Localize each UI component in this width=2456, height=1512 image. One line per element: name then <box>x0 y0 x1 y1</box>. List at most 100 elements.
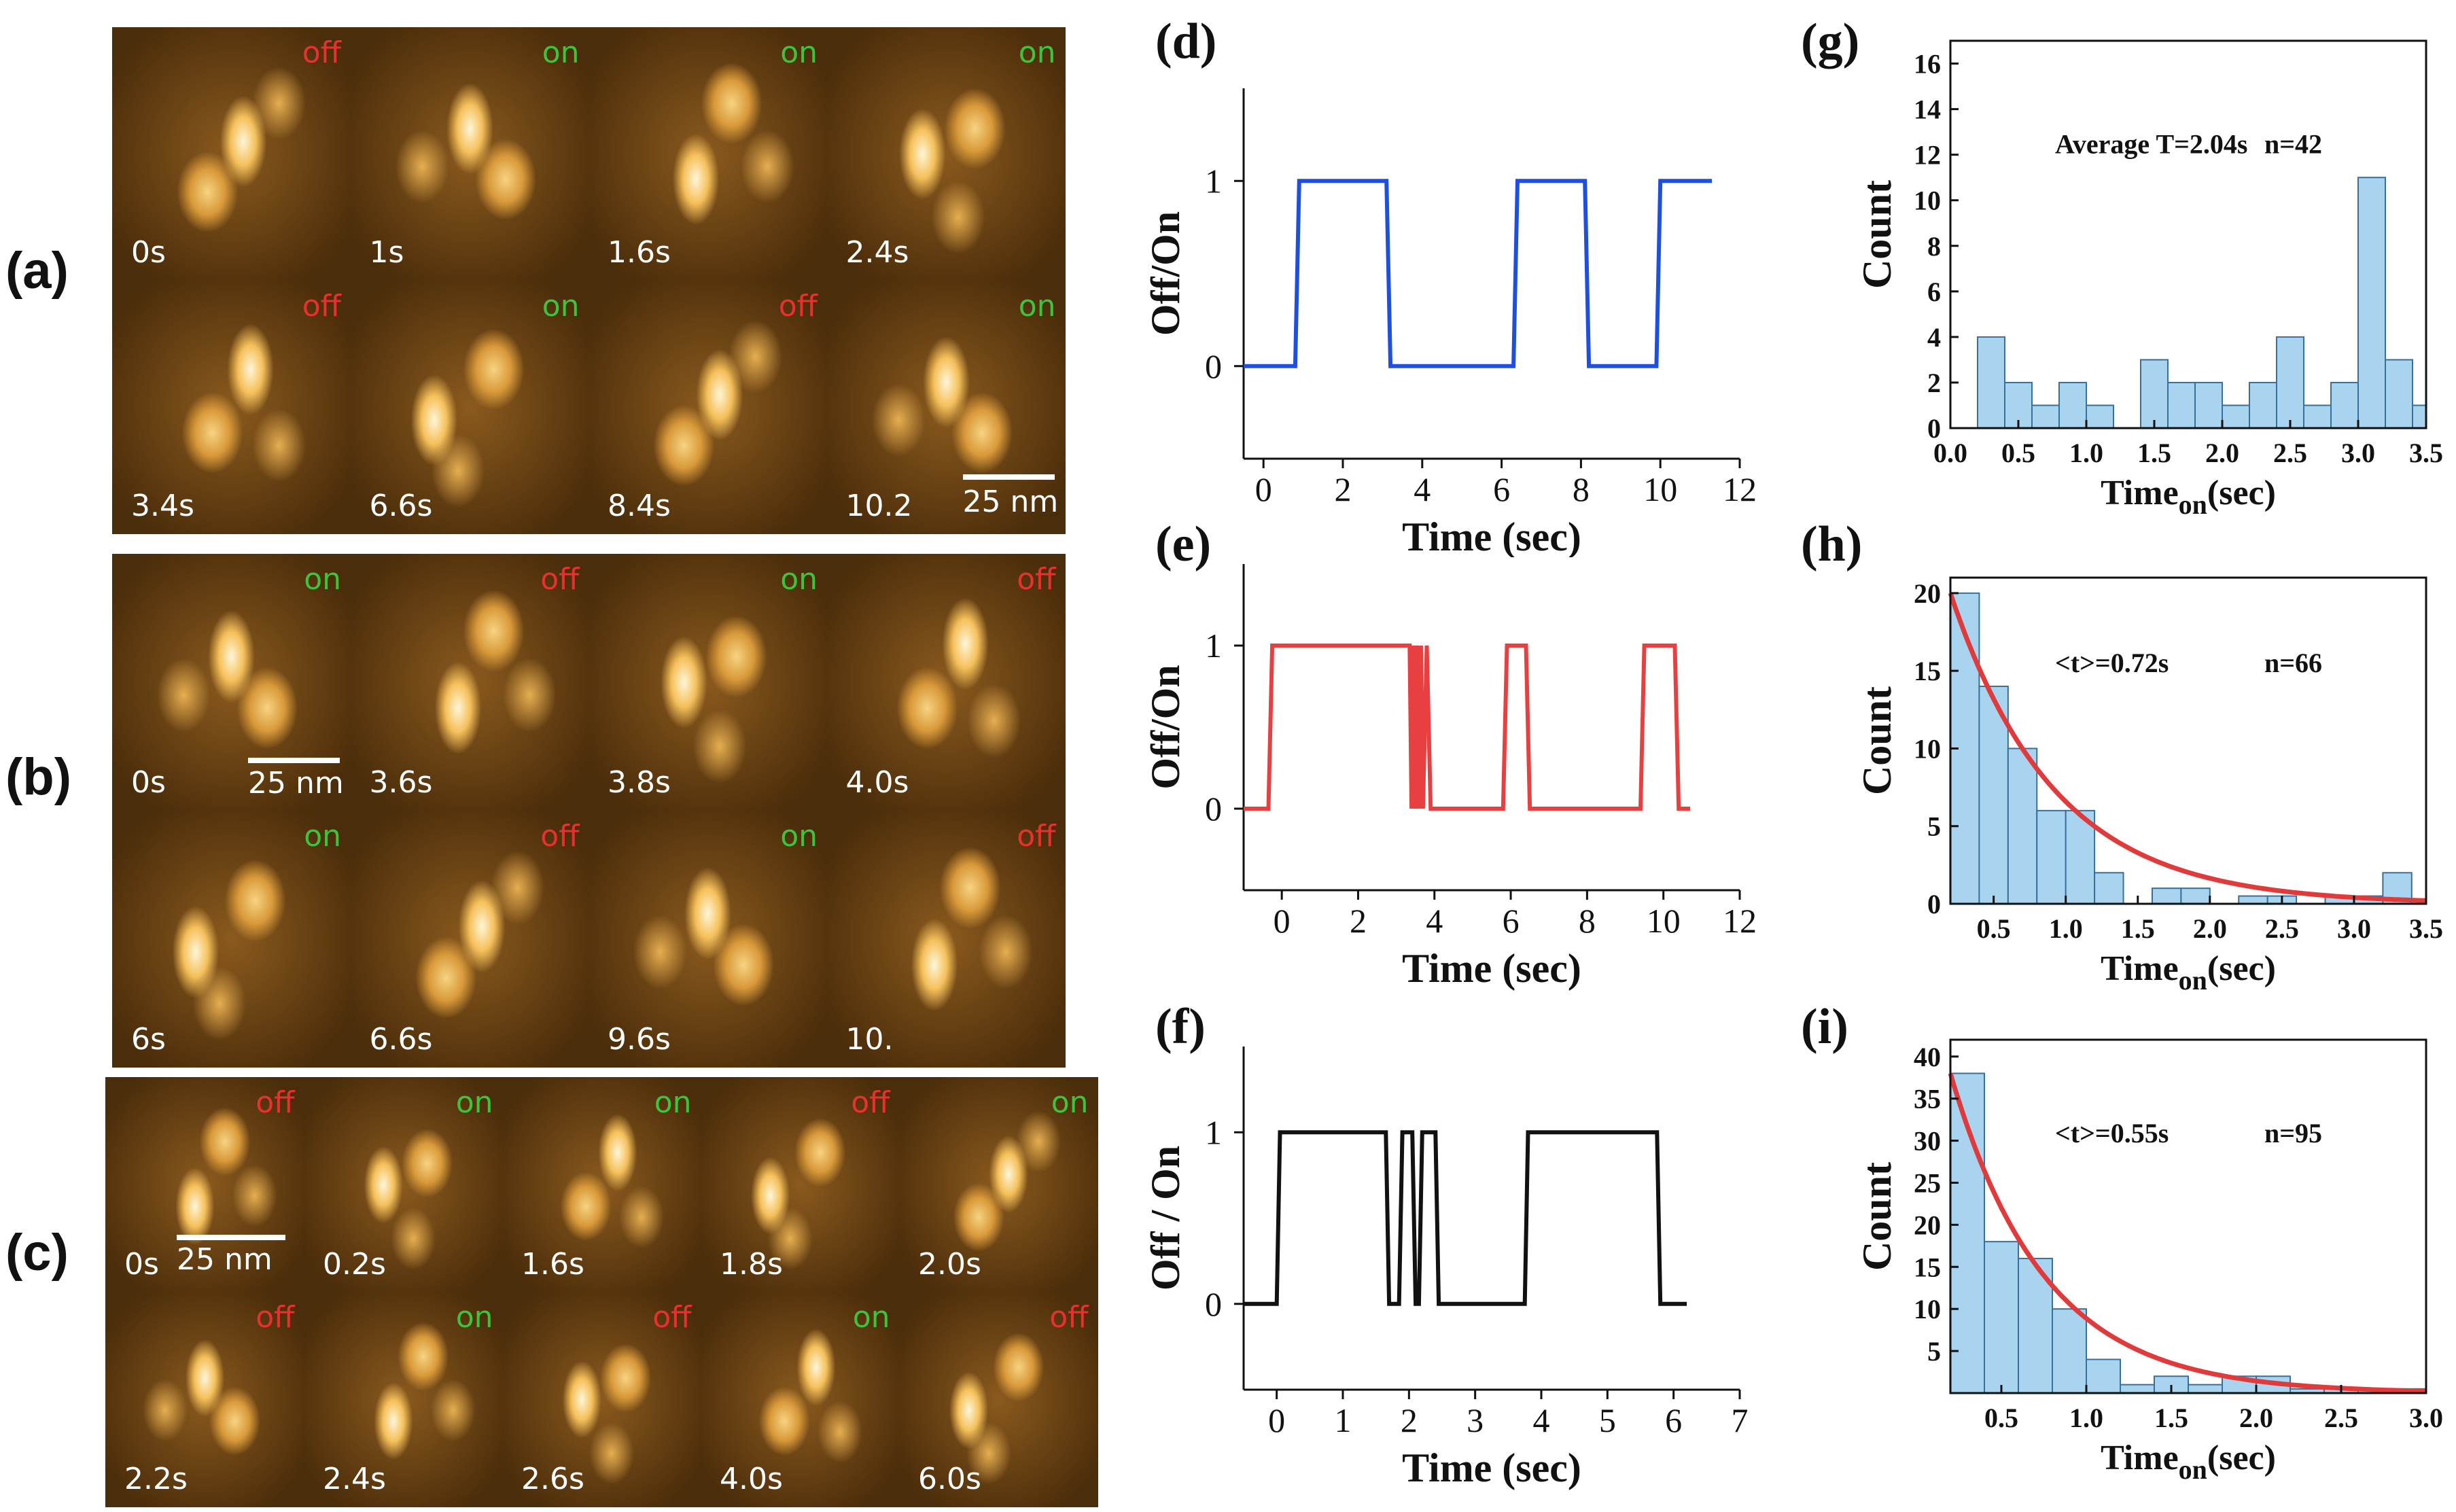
x-axis-label: Timeon(sec) <box>2101 1439 2276 1485</box>
frame-state-label: on <box>304 818 341 854</box>
y-axis-label: Count <box>1855 1162 1899 1271</box>
histogram-bar <box>2330 381 2359 429</box>
afm-frame: 8.4s off <box>589 280 827 534</box>
trace-line <box>1244 1130 1687 1306</box>
frame-time-label: 2.4s <box>323 1461 386 1496</box>
afm-frame: 2.6s off <box>502 1292 701 1507</box>
histogram-bar <box>1984 1241 2019 1394</box>
histogram-bar <box>2031 404 2060 429</box>
histogram-bar <box>2194 381 2223 429</box>
y-tick-label: 10 <box>1914 1294 1941 1324</box>
chart-i-svg: (i) 0.5 1.0 1.5 2.0 2.5 3.0 5 10 15 20 25 30 35 40 Time… <box>1801 999 2443 1485</box>
chart-f: (f) 0 1 2 3 4 5 6 7 0 1 Time (sec) Off / On <box>1121 999 1808 1509</box>
frame-state-label: on <box>304 562 341 597</box>
x-tick-label: 6 <box>1665 1401 1682 1439</box>
x-axis-label-sub: on <box>2179 489 2207 520</box>
histogram-bar <box>2222 404 2250 429</box>
frame-state-label: off <box>540 562 580 597</box>
chart-d-svg: (d) 0 2 4 6 8 10 12 0 1 Time (sec) Off/On <box>1143 14 1757 559</box>
chart-g: (g) 0.0 0.5 1.0 1.5 2.0 2.5 3.0 3.5 0 2 4 6 8 10 12 14 16… <box>1780 14 2456 520</box>
afm-frame: 0s off 25 nm <box>105 1077 304 1293</box>
frame-state-label: off <box>302 288 341 323</box>
chart-h-svg: (h) 0.5 1.0 1.5 2.0 2.5 3.0 3.5 0 5 10 15 20 Timeon(s… <box>1801 516 2443 996</box>
afm-frame: 0s off <box>112 27 351 281</box>
y-tick-label: 12 <box>1914 140 1941 171</box>
frame-time-label: 1.8s <box>720 1246 783 1282</box>
x-tick-label: 10 <box>1643 470 1677 508</box>
exponential-fit-line <box>1948 1072 2427 1394</box>
frame-state-label: off <box>652 1300 692 1335</box>
afm-frame: 10.2 on 25 nm <box>826 280 1066 534</box>
x-tick-label: 3.0 <box>2341 438 2375 468</box>
y-axis-label: Count <box>1855 686 1899 795</box>
frame-time-label: 2.0s <box>918 1246 981 1282</box>
afm-frame: 1.6s on <box>589 27 827 281</box>
x-tick-label: 2.0 <box>2239 1403 2273 1433</box>
x-tick-label: 4 <box>1414 470 1431 508</box>
afm-frame: 0s on 25 nm <box>112 554 351 811</box>
annotation-count: n=42 <box>2264 128 2322 159</box>
frame-state-label: on <box>1018 35 1056 70</box>
x-tick-label: 1.5 <box>2137 438 2171 468</box>
panel-label: (e) <box>1155 516 1211 572</box>
x-tick-label: 0.5 <box>1977 913 2011 944</box>
y-tick-label: 15 <box>1914 1252 1941 1282</box>
panel-label: (i) <box>1801 999 1848 1055</box>
y-tick-label: 35 <box>1914 1084 1941 1114</box>
frame-state-label: off <box>256 1085 295 1120</box>
histogram-bar <box>2120 1384 2155 1394</box>
scale-bar-label: 25 nm <box>177 1242 273 1277</box>
afm-frame: 6.6s on <box>350 280 589 534</box>
histogram-bar <box>2412 404 2427 429</box>
y-tick-label: 15 <box>1914 656 1941 686</box>
afm-image-grid-c: 0s off 25 nm 0.2s on 1.6s on 1.8s off 2.0s on 2.2s o… <box>105 1077 1098 1507</box>
afm-frame: 6s on <box>112 810 351 1068</box>
frame-state-label: off <box>1049 1300 1089 1335</box>
scale-bar-label: 25 nm <box>962 484 1059 519</box>
afm-frame: 10. off <box>826 810 1066 1068</box>
chart-e: (e) 0 2 4 6 8 10 12 0 1 Time (sec) Off/On <box>1121 516 1808 1013</box>
afm-frame: 1s on <box>350 27 589 281</box>
x-axis-label-tail: (sec) <box>2207 1439 2276 1477</box>
frame-time-label: 4.0s <box>845 765 909 800</box>
afm-frame: 2.2s off <box>105 1292 304 1507</box>
frame-time-label: 6s <box>131 1021 166 1057</box>
y-tick-label: 4 <box>1927 322 1941 353</box>
frame-state-label: on <box>542 288 580 323</box>
x-tick-label: 3 <box>1467 1401 1484 1439</box>
frame-time-label: 0s <box>124 1246 159 1282</box>
scale-bar <box>248 758 340 763</box>
afm-frame: 1.6s on <box>502 1077 701 1293</box>
y-tick-label: 5 <box>1927 811 1941 842</box>
frame-time-label: 6.6s <box>369 488 433 523</box>
y-axis-label: Off / On <box>1143 1146 1188 1290</box>
frame-state-label: on <box>455 1300 493 1335</box>
x-tick-label: 0.0 <box>1933 438 1967 468</box>
x-axis-label-main: Time <box>2101 1439 2179 1477</box>
plot-frame <box>1949 1038 2427 1394</box>
histogram-bar <box>2238 895 2268 904</box>
y-tick-label: 1 <box>1205 1113 1222 1151</box>
histogram-bar <box>2180 887 2211 905</box>
chart-e-svg: (e) 0 2 4 6 8 10 12 0 1 Time (sec) Off/On <box>1143 516 1757 991</box>
afm-frame: 3.6s off <box>350 554 589 811</box>
histogram-bar <box>2357 177 2386 429</box>
panel-label: (d) <box>1155 14 1216 69</box>
x-tick-label: 8 <box>1573 470 1590 508</box>
x-axis-label-sub: on <box>2179 1454 2207 1485</box>
chart-g-svg: (g) 0.0 0.5 1.0 1.5 2.0 2.5 3.0 3.5 0 2 4 6 8 10 12 14 16… <box>1801 14 2443 520</box>
histogram-bar <box>2007 748 2038 904</box>
x-tick-label: 1 <box>1335 1401 1352 1439</box>
x-tick-label: 1.0 <box>2049 913 2083 944</box>
frame-state-label: on <box>455 1085 493 1120</box>
x-axis-label: Timeon(sec) <box>2101 949 2276 996</box>
annotation-mean: <t>=0.55s <box>2055 1118 2169 1148</box>
y-tick-label: 0 <box>1927 413 1941 444</box>
x-tick-label: 12 <box>1723 470 1757 508</box>
frame-time-label: 10. <box>845 1021 894 1057</box>
exponential-fit-line <box>1948 592 2427 903</box>
annotation-count: n=66 <box>2264 648 2322 678</box>
x-axis-label-main: Time <box>2101 949 2179 988</box>
frame-time-label: 3.8s <box>608 765 671 800</box>
x-tick-label: 8 <box>1579 902 1596 940</box>
